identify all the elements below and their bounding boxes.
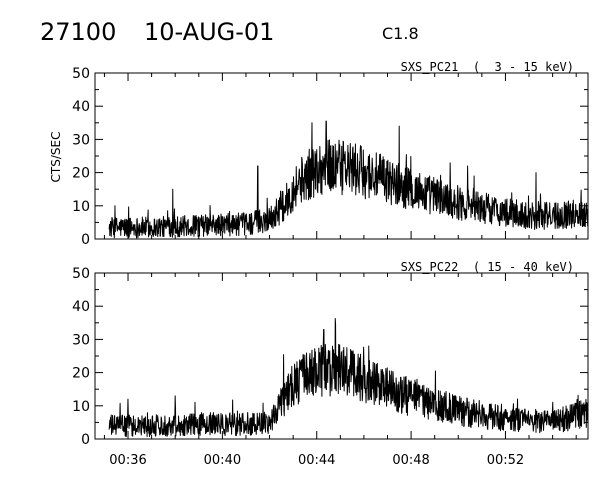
header-id: 27100 (40, 18, 116, 46)
series-line (108, 317, 589, 438)
y-tick-label: 0 (81, 232, 90, 248)
title-panel-1: SXS_PC21 ( 3 - 15 keV) (401, 60, 574, 74)
y-tick-label: 40 (72, 299, 90, 315)
y-tick-label: 30 (72, 132, 90, 148)
y-tick-label: 20 (72, 166, 90, 182)
x-tick-label: 00:52 (487, 453, 524, 468)
ylabel-panel-1: CTS/SEC (49, 132, 63, 183)
y-tick-label: 30 (72, 332, 90, 348)
series-line (108, 120, 589, 239)
header-class: C1.8 (382, 24, 419, 43)
y-tick-label: 50 (72, 66, 90, 82)
x-tick-label: 00:44 (298, 453, 335, 468)
x-tick-label: 00:36 (109, 453, 146, 468)
chart-panel-2: 0 10 20 30 40 50 00:36 00:40 00:44 00:48 00:52 (72, 266, 589, 468)
x-tick-label: 00:40 (204, 453, 241, 468)
y-tick-label: 20 (72, 366, 90, 382)
title-panel-2: SXS_PC22 ( 15 - 40 keV) (401, 260, 574, 274)
y-tick-label: 40 (72, 99, 90, 115)
x-tick-label: 00:48 (392, 453, 429, 468)
y-tick-label: 50 (72, 266, 90, 282)
y-tick-label: 10 (72, 199, 90, 215)
header-date: 10-AUG-01 (144, 18, 274, 46)
chart-panel-1: 0 10 20 30 40 50 (72, 66, 589, 248)
y-tick-label: 0 (81, 432, 90, 448)
y-tick-label: 10 (72, 399, 90, 415)
